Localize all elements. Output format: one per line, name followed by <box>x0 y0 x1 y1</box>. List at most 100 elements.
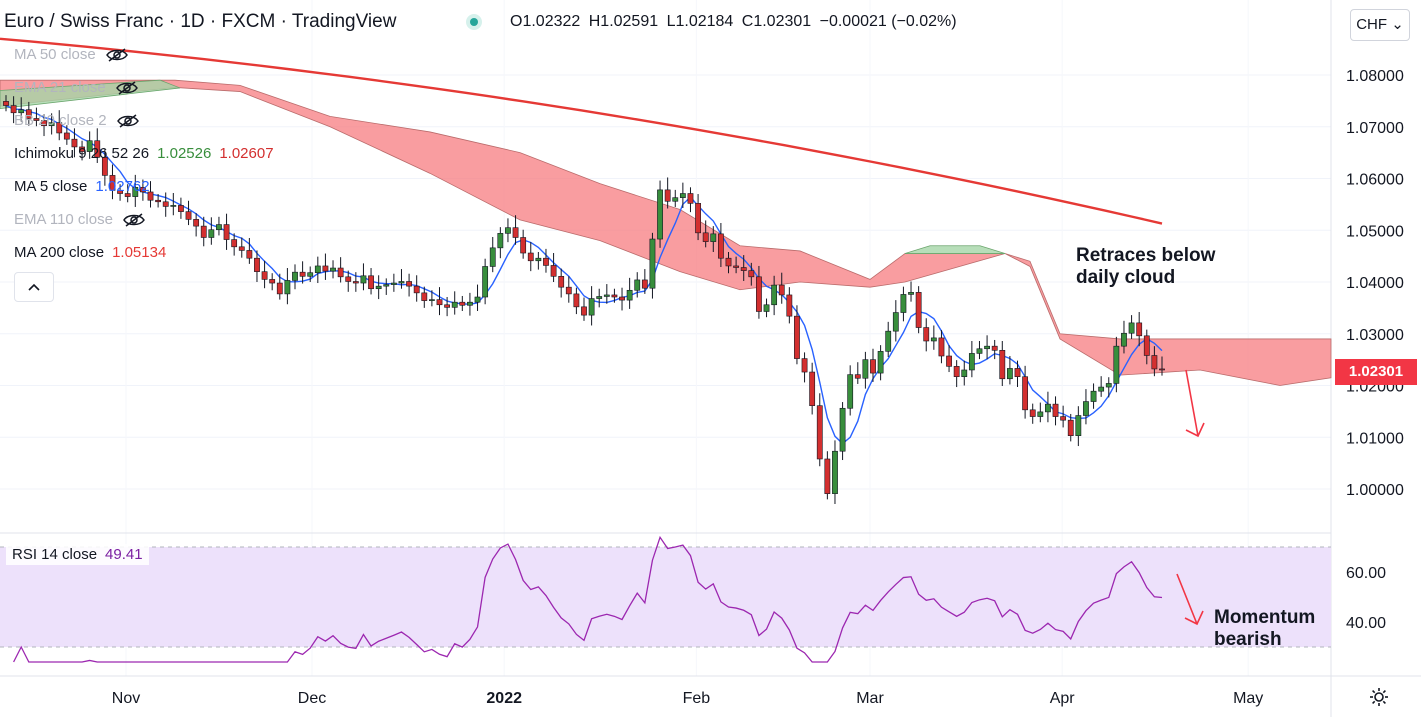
eye-off-icon[interactable] <box>105 48 128 62</box>
candle-body <box>132 186 139 197</box>
candle-body <box>1029 409 1036 417</box>
candle-body <box>383 284 390 287</box>
candle-body <box>1098 386 1105 392</box>
candle-body <box>687 193 694 204</box>
candle-body <box>421 292 428 301</box>
cloud-annotation: Retraces below daily cloud <box>1076 245 1216 288</box>
candle-body <box>41 120 47 127</box>
candle-body <box>1060 416 1067 421</box>
candle-body <box>991 345 998 351</box>
legend-row[interactable]: BB 20 close 2 <box>14 112 139 129</box>
candle-body <box>558 276 565 288</box>
legend-row[interactable]: MA 200 close 1.05134 <box>14 244 166 261</box>
candle-body <box>94 140 101 158</box>
eye-off-icon[interactable] <box>123 213 145 227</box>
time-tick-label: Dec <box>298 690 326 707</box>
candle-body <box>390 282 397 285</box>
candle-body <box>345 276 352 282</box>
candle-body <box>664 189 671 202</box>
candle-body <box>1037 411 1044 417</box>
time-tick-label: 2022 <box>486 690 522 707</box>
candle-body <box>870 359 876 374</box>
candle-body <box>984 345 990 350</box>
candle-body <box>101 156 108 176</box>
candle-body <box>923 327 930 342</box>
candle-body <box>710 233 717 242</box>
legend-name: MA 5 close <box>14 178 88 195</box>
high-value: H1.02591 <box>588 13 659 30</box>
candle-body <box>900 294 907 313</box>
settings-gear-icon[interactable] <box>1368 686 1390 708</box>
candle-body <box>588 298 595 316</box>
candle-body <box>892 312 899 332</box>
candle-body <box>185 211 192 220</box>
candle-body <box>854 374 861 379</box>
candle-body <box>406 281 412 287</box>
candle-body <box>611 294 618 298</box>
legend-row[interactable]: Ichimoku 9 26 52 26 1.02526 1.02607 <box>14 145 274 162</box>
rsi-tick-label: 60.00 <box>1346 565 1386 582</box>
legend-row[interactable]: EMA 110 close <box>14 211 145 228</box>
candle-body <box>717 233 724 259</box>
momentum-annotation: Momentum bearish <box>1214 607 1316 650</box>
candle-body <box>626 289 633 301</box>
candle-body <box>238 246 245 251</box>
candle-body <box>953 366 960 378</box>
candle-body <box>1136 322 1143 337</box>
candle-body <box>322 265 329 272</box>
time-axis-labels[interactable]: Nov Dec 2022 Feb Mar Apr May <box>112 690 1264 707</box>
candle-body <box>413 285 420 294</box>
legend-value: 1.05134 <box>112 244 167 261</box>
candle-body <box>284 280 291 295</box>
market-status-icon[interactable] <box>466 14 482 30</box>
price-axis-labels[interactable]: 1.000001.010001.020001.030001.040001.050… <box>1346 68 1404 499</box>
candle-body <box>1121 332 1127 347</box>
candle-body <box>976 348 983 354</box>
candle-body <box>474 296 481 303</box>
candle-body <box>946 355 952 367</box>
legend-row[interactable]: EMA 21 close <box>14 79 138 96</box>
candle-body <box>930 337 937 342</box>
legend-row[interactable]: MA 50 close <box>14 46 128 63</box>
eye-off-icon[interactable] <box>115 81 138 95</box>
candle-body <box>1143 335 1150 356</box>
candle-body <box>178 205 184 212</box>
price-tick-label: 1.08000 <box>1346 68 1404 85</box>
candle-body <box>695 203 701 234</box>
candle-body <box>1052 403 1059 417</box>
candle-body <box>938 337 945 357</box>
eye-off-icon[interactable] <box>116 114 139 128</box>
ohlc-readout: O1.02322 H1.02591 L1.02184 C1.02301 −0.0… <box>510 13 961 31</box>
candle-body <box>109 175 116 191</box>
candle-body <box>193 219 200 227</box>
candle-body <box>1083 401 1089 416</box>
candle-body <box>352 281 359 284</box>
down-arrow <box>1185 369 1199 437</box>
currency-button[interactable]: CHF ⌄ <box>1350 9 1410 41</box>
collapse-legend-button[interactable] <box>14 272 54 302</box>
candle-body <box>368 275 374 290</box>
low-value: L1.02184 <box>666 13 734 30</box>
candle-body <box>3 101 9 106</box>
candle-body <box>505 227 511 234</box>
candle-body <box>162 201 169 207</box>
legend-name: Ichimoku 9 26 52 26 <box>14 145 150 162</box>
candle-body <box>497 233 504 249</box>
rsi-line <box>13 535 1163 663</box>
candle-body <box>330 267 336 272</box>
candle-body <box>1067 419 1074 436</box>
rsi-legend: RSI 14 close 49.41 <box>6 544 149 565</box>
price-tick-label: 1.04000 <box>1346 275 1404 292</box>
candle-body <box>216 224 222 231</box>
candle-body <box>771 284 778 306</box>
candle-body <box>147 191 154 201</box>
candle-body <box>261 271 268 280</box>
candle-body <box>535 257 542 262</box>
candle-body <box>816 405 823 460</box>
legend-row[interactable]: MA 5 close 1.02762 <box>14 178 150 195</box>
candle-body <box>208 229 215 238</box>
candle-body <box>565 286 572 295</box>
bullish-cloud <box>904 245 1006 254</box>
candle-body <box>269 279 276 284</box>
